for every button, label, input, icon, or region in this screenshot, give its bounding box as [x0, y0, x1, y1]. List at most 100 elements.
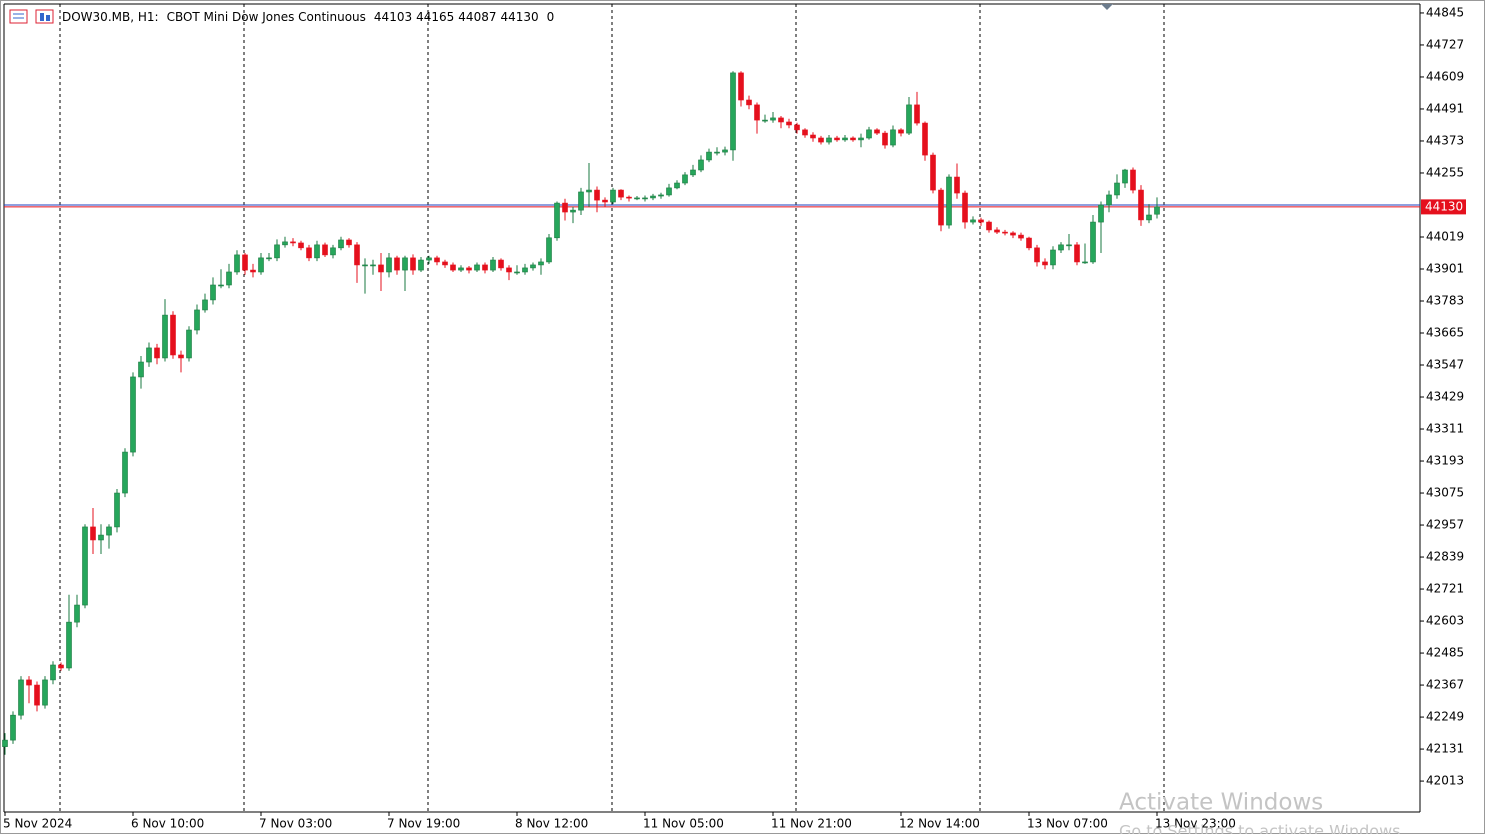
watermark-subtitle: Go to Settings to activate Windows.	[1119, 822, 1406, 835]
y-tick-label: 44609	[1426, 69, 1464, 83]
candle-body	[282, 241, 288, 246]
candle-body	[730, 72, 736, 151]
y-tick-label: 44845	[1426, 5, 1464, 19]
candle-body	[250, 269, 256, 273]
chart-title: CBOT Mini Dow Jones Continuous	[167, 10, 366, 24]
x-tick-label: 5 Nov 2024	[3, 817, 72, 831]
candle-body	[98, 534, 104, 541]
candle-body	[1122, 169, 1128, 184]
y-tick-label: 44373	[1426, 133, 1464, 147]
candle-body	[458, 267, 464, 271]
candle-body	[346, 239, 352, 246]
x-tick-label: 6 Nov 10:00	[131, 817, 204, 831]
candle-body	[34, 684, 40, 706]
candle-body	[842, 137, 848, 141]
candle-body	[938, 189, 944, 226]
candle-body	[674, 182, 680, 189]
candle-body	[1010, 232, 1016, 236]
candle-body	[874, 129, 880, 134]
last-price-box	[1421, 199, 1466, 215]
candle-body	[562, 202, 568, 213]
y-tick-label: 44491	[1426, 101, 1464, 115]
candle-body	[962, 192, 968, 223]
y-tick-label: 42131	[1426, 742, 1464, 756]
candle-body	[826, 137, 832, 143]
y-tick-label: 42249	[1426, 710, 1464, 724]
header-low: 44087	[458, 10, 496, 24]
header-volume: 0	[547, 10, 555, 24]
candle-body	[210, 284, 216, 301]
candle-body	[106, 526, 112, 536]
y-tick-label: 43547	[1426, 358, 1464, 372]
candle-body	[970, 219, 976, 223]
candle-body	[1002, 231, 1008, 234]
candle-body	[1106, 194, 1112, 206]
candle-body	[170, 314, 176, 356]
candle-body	[490, 259, 496, 271]
icon-bar	[40, 13, 44, 21]
candle-body	[626, 196, 632, 199]
candle-body	[530, 264, 536, 269]
candle-body	[82, 526, 88, 606]
candle-body	[922, 122, 928, 156]
candle-body	[706, 151, 712, 161]
candle-body	[474, 264, 480, 271]
y-tick-label: 44255	[1426, 165, 1464, 179]
candle-body	[66, 621, 72, 669]
y-tick-label: 42367	[1426, 678, 1464, 692]
candle-body	[1034, 247, 1040, 263]
candle-body	[930, 154, 936, 191]
candle-body	[570, 209, 576, 213]
candle-body	[1090, 221, 1096, 263]
x-tick-label: 11 Nov 05:00	[643, 817, 724, 831]
candle-body	[178, 354, 184, 359]
candle-body	[602, 199, 608, 203]
candle-body	[162, 314, 168, 359]
candle-body	[770, 117, 776, 121]
candle-body	[746, 99, 752, 106]
candle-body	[202, 299, 208, 311]
candle-body	[434, 257, 440, 263]
header-open: 44103	[374, 10, 412, 24]
candle-body	[298, 242, 304, 249]
candle-body	[1114, 182, 1120, 196]
candle-body	[306, 247, 312, 259]
candle-body	[266, 257, 272, 260]
candle-body	[1066, 244, 1072, 247]
candle-body	[914, 104, 920, 124]
candle-body	[466, 267, 472, 271]
y-tick-label: 43075	[1426, 486, 1464, 500]
y-tick-label: 42603	[1426, 614, 1464, 628]
candle-body	[650, 195, 656, 199]
candle-body	[18, 679, 24, 716]
candle-body	[130, 376, 136, 453]
icon	[9, 9, 28, 24]
header: DOW30.MB, H1: CBOT Mini Dow Jones Continu…	[62, 10, 554, 24]
candle-body	[634, 197, 640, 200]
candle-body	[578, 191, 584, 211]
candle-body	[42, 679, 48, 706]
candle-body	[426, 257, 432, 261]
candle-body	[994, 229, 1000, 233]
x-tick-label: 7 Nov 19:00	[387, 817, 460, 831]
candle-body	[506, 267, 512, 273]
candle-body	[234, 254, 240, 273]
candle-body	[1146, 214, 1152, 221]
y-tick-label: 44727	[1426, 37, 1464, 51]
candle-body	[138, 361, 144, 378]
candle-body	[882, 132, 888, 146]
candle-body	[794, 124, 800, 131]
candle-body	[290, 241, 296, 244]
candle-body	[322, 244, 328, 256]
candle-body	[314, 244, 320, 259]
candle-body	[546, 237, 552, 263]
candle-body	[554, 202, 560, 239]
candle-body	[442, 261, 448, 266]
y-tick-label: 42721	[1426, 582, 1464, 596]
candle-body	[666, 187, 672, 196]
candle-body	[378, 264, 384, 273]
x-tick-label: 13 Nov 07:00	[1027, 817, 1108, 831]
candle-body	[738, 72, 744, 101]
candle-body	[1074, 244, 1080, 263]
